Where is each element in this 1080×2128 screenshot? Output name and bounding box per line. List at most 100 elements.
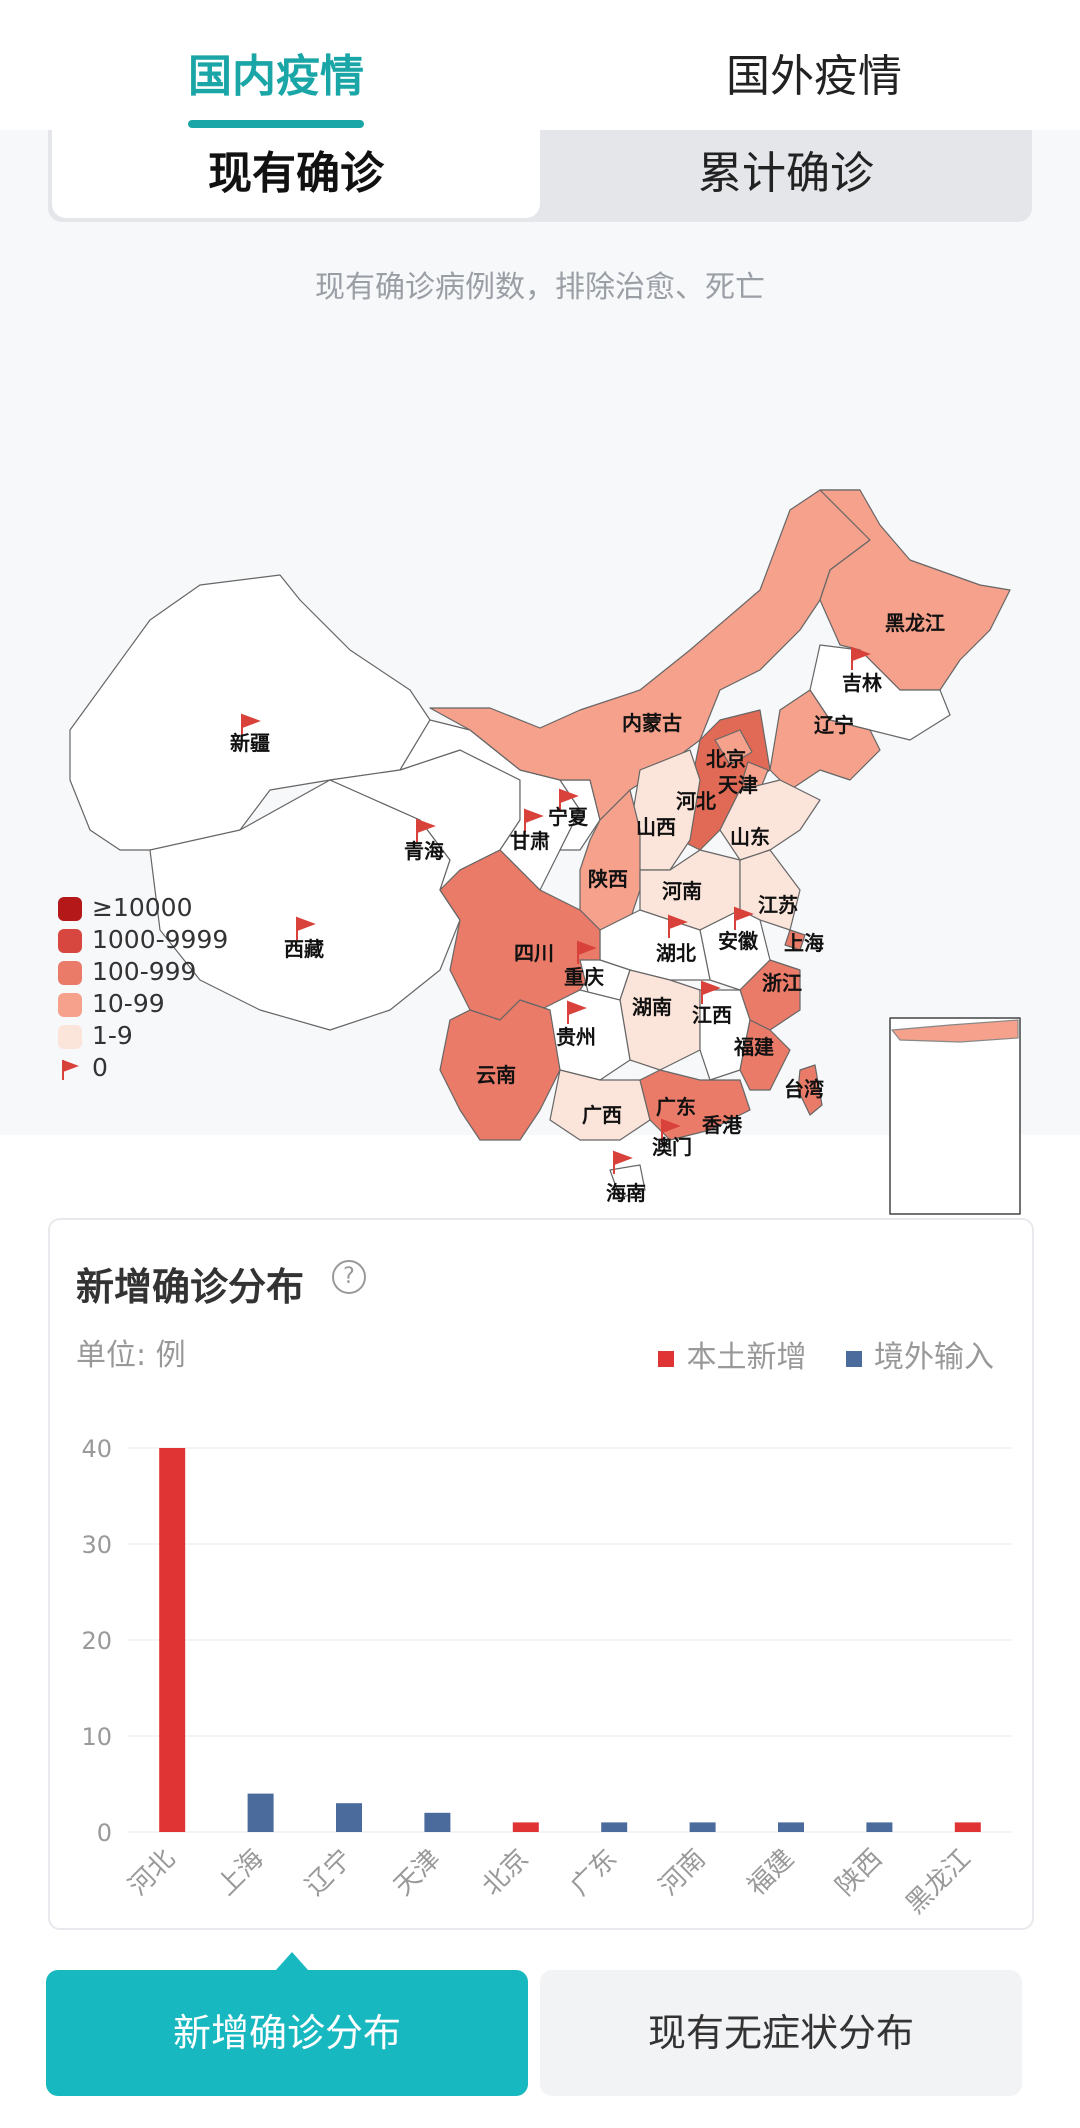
map-legend: ≥10000 1000-9999 100-999 10-99 1-9 0 <box>58 892 228 1084</box>
bar-河南 <box>689 1822 716 1832</box>
x-tick-label: 广东 <box>565 1844 623 1902</box>
legend-item: ≥10000 <box>58 892 228 924</box>
south-china-sea-inset <box>889 1017 1021 1215</box>
bar-上海 <box>247 1793 274 1832</box>
y-tick-label: 20 <box>81 1627 112 1655</box>
label-guangdong: 广东 <box>656 1095 696 1119</box>
help-icon[interactable]: ? <box>332 1260 366 1294</box>
y-tick-label: 30 <box>81 1531 112 1559</box>
label-shanghai: 上海 <box>784 931 824 955</box>
region-taiwan <box>797 1064 823 1116</box>
label-zhejiang: 浙江 <box>762 971 802 995</box>
flag-icon <box>296 916 316 940</box>
label-taiwan: 台湾 <box>784 1077 824 1101</box>
asymptomatic-distribution-button[interactable]: 现有无症状分布 <box>540 1970 1022 2096</box>
flag-icon <box>62 1060 79 1080</box>
x-tick-label: 上海 <box>212 1844 270 1902</box>
label-shanxi: 山西 <box>636 815 676 839</box>
label-jiangxi: 江西 <box>692 1003 732 1027</box>
y-tick-label: 10 <box>81 1723 112 1751</box>
x-tick-label: 天津 <box>388 1844 446 1902</box>
label-hunan: 湖南 <box>632 995 672 1019</box>
segment-control: 现有确诊 累计确诊 <box>48 130 1032 222</box>
legend-imported: 境外输入 <box>846 1332 994 1376</box>
region-shanghai <box>784 929 806 951</box>
label-beijing: 北京 <box>706 747 746 771</box>
y-tick-label: 0 <box>97 1819 112 1847</box>
label-xianggang: 香港 <box>702 1113 743 1137</box>
label-yunnan: 云南 <box>476 1063 516 1087</box>
x-tick-label: 辽宁 <box>300 1844 358 1902</box>
map-note: 现有确诊病例数，排除治愈、死亡 <box>315 270 765 305</box>
chart-legend: 本土新增 境外输入 <box>628 1332 994 1376</box>
flag-icon <box>416 818 436 842</box>
bar-北京 <box>512 1822 539 1832</box>
china-map[interactable]: 黑龙江 吉林 辽宁 内蒙古 北京 天津 河北 山西 山东 宁夏 甘肃 青海 新疆… <box>0 330 1080 1230</box>
bar-天津 <box>424 1812 451 1832</box>
x-tick-label: 黑龙江 <box>900 1844 976 1920</box>
label-gansu: 甘肃 <box>510 829 550 853</box>
label-jilin: 吉林 <box>842 671 882 695</box>
province-labels: 黑龙江 吉林 辽宁 内蒙古 北京 天津 河北 山西 山东 宁夏 甘肃 青海 新疆… <box>230 611 945 1205</box>
flag-icon <box>524 808 544 832</box>
label-xizang: 西藏 <box>284 937 324 961</box>
active-button-pointer <box>276 1952 308 1970</box>
bar-广东 <box>601 1822 628 1832</box>
label-heilongjiang: 黑龙江 <box>885 611 945 635</box>
flag-icon <box>701 980 721 1004</box>
segment-cumulative[interactable]: 累计确诊 <box>698 148 874 199</box>
bar-河北 <box>159 1448 186 1832</box>
label-tianjin: 天津 <box>718 773 758 797</box>
bar-chart: 0 10 20 30 40 河北 上海 辽宁 天津 北京 广东 河南 福建 陕西 黑龙江 <box>81 1435 1012 1920</box>
bar-黑龙江 <box>954 1822 981 1832</box>
label-fujian: 福建 <box>733 1035 774 1059</box>
region-guangxi <box>549 1069 651 1141</box>
label-hubei: 湖北 <box>656 941 696 965</box>
legend-item: 1-9 <box>58 1020 228 1052</box>
legend-item: 100-999 <box>58 956 228 988</box>
flag-icon <box>851 646 871 670</box>
label-shaanxi: 陕西 <box>588 867 628 891</box>
label-hebei: 河北 <box>676 789 716 813</box>
chart-title: 新增确诊分布 <box>76 1265 305 1309</box>
x-tick-label: 北京 <box>477 1844 535 1902</box>
flag-icon <box>734 906 754 930</box>
tab-domestic[interactable]: 国内疫情 <box>188 51 364 102</box>
label-chongqing: 重庆 <box>564 965 604 989</box>
tab-overseas[interactable]: 国外疫情 <box>726 51 902 102</box>
label-aomen: 澳门 <box>652 1135 692 1159</box>
region-fujian <box>739 1019 791 1091</box>
y-tick-label: 40 <box>81 1435 112 1463</box>
label-henan: 河南 <box>662 879 702 903</box>
segment-current[interactable]: 现有确诊 <box>52 130 540 218</box>
x-tick-label: 陕西 <box>830 1844 888 1902</box>
label-liaoning: 辽宁 <box>814 713 854 737</box>
flag-icon <box>577 940 597 964</box>
x-tick-label: 河南 <box>654 1844 712 1902</box>
label-xinjiang: 新疆 <box>230 731 270 755</box>
label-guangxi: 广西 <box>582 1103 622 1127</box>
label-sichuan: 四川 <box>514 941 554 965</box>
label-jiangsu: 江苏 <box>758 893 798 917</box>
region-yunnan <box>439 999 561 1141</box>
top-tab-bar: 国内疫情 国外疫情 <box>0 0 1080 130</box>
label-neimenggu: 内蒙古 <box>622 711 682 735</box>
chart-unit: 单位: 例 <box>76 1338 186 1373</box>
label-anhui: 安徽 <box>718 929 759 953</box>
new-cases-distribution-button[interactable]: 新增确诊分布 <box>46 1970 528 2096</box>
x-tick-label: 福建 <box>742 1844 800 1902</box>
map-section: 现有确诊 累计确诊 现有确诊病例数，排除治愈、死亡 <box>0 130 1080 1215</box>
x-tick-label: 河北 <box>123 1844 181 1902</box>
flag-icon <box>613 1150 633 1174</box>
legend-item: 1000-9999 <box>58 924 228 956</box>
bar-福建 <box>778 1822 804 1832</box>
flag-icon <box>661 1118 681 1142</box>
new-cases-chart-card: 新增确诊分布 ? 单位: 例 本土新增 境外输入 0 10 20 30 40 河北 上海 辽宁… <box>48 1218 1034 1930</box>
label-qinghai: 青海 <box>404 839 444 863</box>
bar-辽宁 <box>336 1803 362 1832</box>
legend-local: 本土新增 <box>658 1332 806 1376</box>
flag-icon <box>559 788 579 812</box>
label-shandong: 山东 <box>730 825 770 849</box>
legend-item: 10-99 <box>58 988 228 1020</box>
region-hunan <box>619 969 701 1071</box>
